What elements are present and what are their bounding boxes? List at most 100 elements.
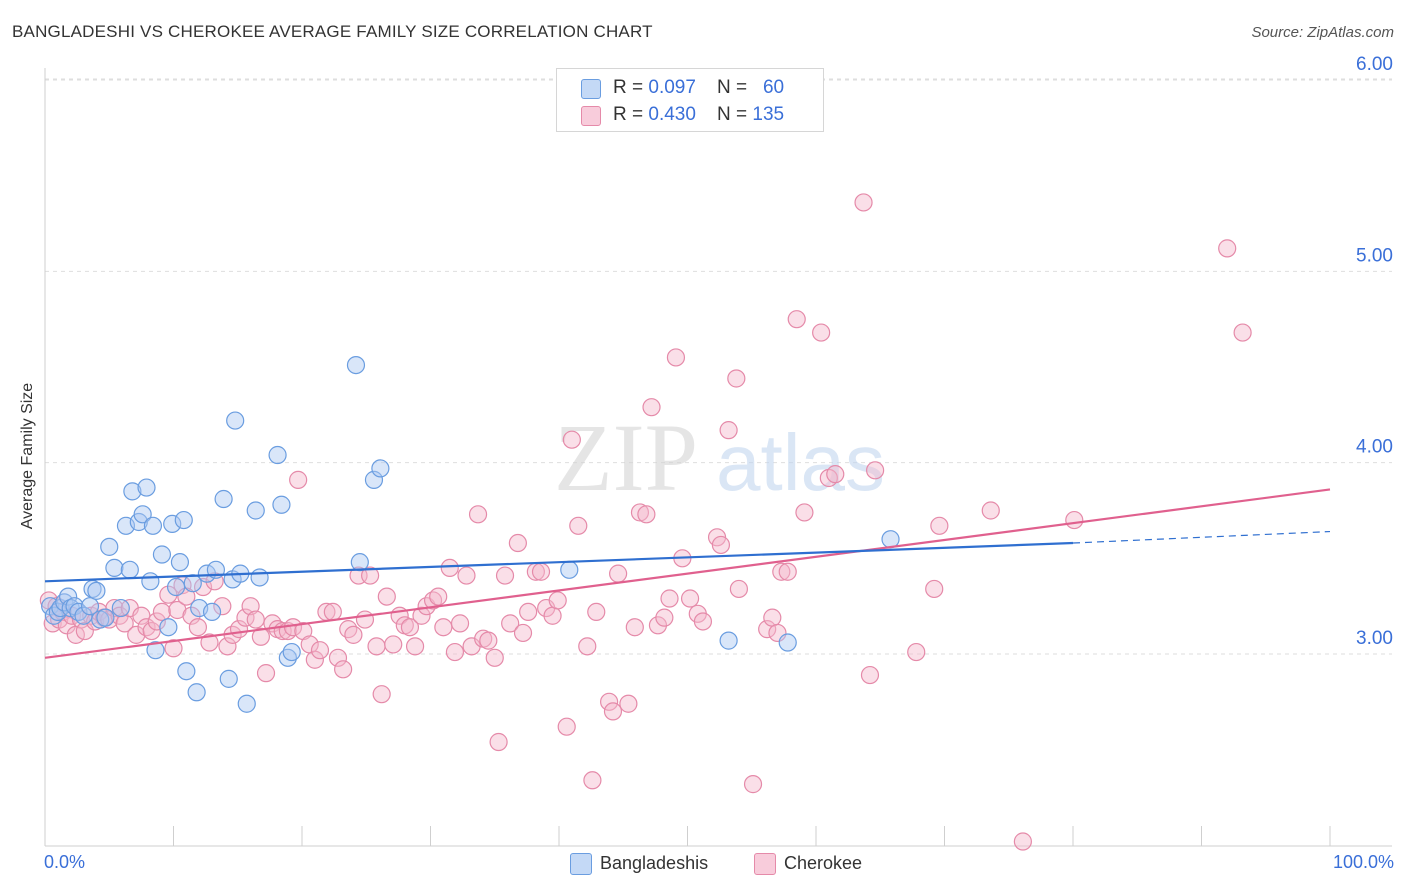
bangladeshi-point	[120, 560, 139, 579]
bangladeshi-point	[246, 501, 265, 520]
cherokee-point	[310, 641, 330, 660]
cherokee-point	[434, 618, 453, 637]
legend-label: Cherokee	[784, 853, 863, 873]
cherokee-point	[763, 608, 782, 627]
r-label: R =	[613, 77, 649, 98]
x-tick-label-max: 100.0%	[1332, 852, 1394, 872]
watermark-atlas: atlas	[716, 418, 885, 507]
cherokee-point	[328, 648, 348, 667]
cherokee-point	[557, 717, 576, 736]
cherokee-point	[812, 323, 831, 342]
bangladeshi-point	[202, 602, 222, 622]
cherokee-point	[625, 618, 644, 637]
cherokee-point	[680, 589, 700, 608]
bangladeshi-point	[560, 560, 579, 579]
cherokee-swatch	[581, 106, 601, 126]
cherokee-point	[548, 591, 567, 610]
r-value: 0.430	[648, 104, 696, 125]
cherokee-point	[562, 430, 581, 449]
cherokee-point	[693, 612, 713, 631]
bangladeshi-swatch	[570, 853, 592, 875]
cherokee-point	[440, 558, 459, 578]
cherokee-point	[127, 625, 146, 644]
cherokee-point	[241, 597, 260, 616]
bangladeshi-point	[219, 669, 238, 688]
cherokee-point	[630, 503, 650, 522]
bangladeshi-point	[152, 545, 172, 564]
cherokee-point	[711, 535, 731, 555]
watermark-zip: ZIP	[554, 404, 698, 511]
cherokee-point	[531, 562, 551, 581]
bangladeshi-point	[163, 514, 182, 533]
y-tick-label: 6.00	[1356, 54, 1393, 75]
bangladeshi-point	[187, 683, 206, 702]
y-tick-label: 5.00	[1356, 245, 1393, 266]
bangladeshi-swatch	[581, 79, 601, 99]
bangladeshi-point	[268, 445, 287, 465]
bangladeshi-point	[170, 553, 190, 572]
bangladeshi-point	[166, 577, 186, 597]
cherokee-point	[429, 587, 448, 606]
cherokee-point	[1013, 832, 1032, 851]
bangladeshi-trend-extension	[1072, 530, 1331, 544]
cherokee-point	[778, 562, 797, 581]
cherokee-point	[508, 533, 527, 553]
cherokee-point	[457, 566, 476, 585]
cherokee-point	[361, 566, 380, 585]
bangladeshi-point	[137, 478, 156, 497]
y-tick-labels: 3.00 4.00 5.00 6.00	[1356, 54, 1393, 649]
cherokee-point	[660, 589, 679, 608]
cherokee-point	[334, 660, 353, 679]
trend-lines	[44, 488, 1331, 659]
bangladeshi-point	[96, 608, 115, 627]
cherokee-point	[384, 635, 403, 654]
cherokee-point	[583, 771, 602, 790]
cherokee-point	[289, 470, 308, 489]
chart-title: BANGLADESHI VS CHEROKEE AVERAGE FAMILY S…	[12, 22, 653, 41]
bangladeshi-point	[177, 662, 196, 681]
cherokee-point	[159, 585, 178, 604]
cherokee-point	[603, 702, 623, 721]
bangladeshi-point	[719, 631, 738, 650]
legend-label: Bangladeshis	[600, 853, 709, 873]
cherokee-point	[981, 501, 1000, 520]
cherokee-point	[666, 348, 686, 367]
cherokee-point	[152, 602, 172, 622]
axes	[44, 68, 1392, 847]
cherokee-point	[412, 606, 431, 625]
cherokee-point	[489, 732, 508, 752]
cherokee-point	[367, 637, 386, 656]
bangladeshi-point	[346, 355, 366, 375]
cherokee-point	[719, 421, 738, 440]
cherokee-point	[218, 637, 237, 656]
cherokee-point	[854, 193, 873, 212]
y-tick-label: 3.00	[1356, 628, 1393, 649]
cherokee-points	[39, 193, 1252, 851]
cherokee-point	[305, 650, 324, 669]
cherokee-point	[587, 602, 606, 622]
cherokee-point	[642, 398, 661, 417]
cherokee-point	[925, 579, 944, 599]
x-tick-label-min: 0.0%	[44, 852, 86, 872]
cherokee-point	[182, 606, 201, 625]
cherokee-point	[164, 639, 183, 658]
bangladeshi-point	[59, 587, 78, 606]
bangladeshi-point	[87, 581, 106, 600]
bangladeshi-point	[371, 459, 390, 478]
y-tick-label: 4.00	[1356, 437, 1393, 458]
bangladeshi-point	[364, 470, 384, 489]
n-value: 60	[762, 77, 785, 98]
bangladeshi-point	[237, 694, 256, 713]
cherokee-point	[619, 694, 638, 713]
cherokee-point	[1218, 239, 1237, 258]
correlation-legend: R = 0.097 N = 60 R = 0.430 N = 135	[556, 68, 824, 132]
cherokee-point	[355, 610, 375, 629]
cherokee-point	[569, 516, 588, 535]
cherokee-point	[372, 685, 391, 704]
bangladeshi-point	[159, 618, 178, 637]
cherokee-point	[450, 614, 470, 633]
cherokee-point	[519, 602, 538, 622]
cherokee-point	[468, 505, 488, 524]
cherokee-trend-line	[44, 488, 1331, 659]
